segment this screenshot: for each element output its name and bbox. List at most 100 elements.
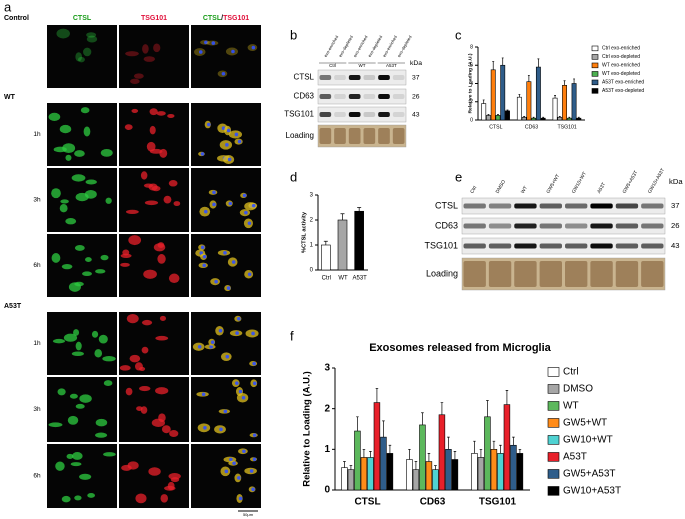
bar (419, 424, 426, 491)
cell (75, 192, 89, 202)
blot-row-label: CD63 (294, 92, 315, 101)
cell (83, 47, 92, 57)
cell (173, 201, 181, 207)
cell (79, 473, 92, 480)
blot-band (319, 94, 332, 99)
blot-band (539, 261, 562, 287)
cell (60, 199, 69, 204)
blot-strip (461, 217, 666, 235)
cell (95, 269, 106, 274)
legend-swatch (591, 88, 599, 94)
x-tick-label: A53T (352, 276, 367, 282)
blot-band (488, 243, 512, 249)
bar (451, 459, 459, 491)
blot-band (641, 261, 664, 287)
cell (71, 174, 86, 182)
blot-band (392, 128, 405, 144)
cell (130, 78, 140, 84)
blot-strip (317, 124, 407, 148)
blot-band (378, 112, 390, 117)
cell (131, 108, 139, 113)
cell (142, 44, 149, 54)
bar (360, 457, 368, 491)
bar (531, 117, 537, 121)
cell (151, 185, 161, 192)
cell (56, 28, 70, 39)
blot-band (392, 75, 405, 80)
blot-band (334, 112, 346, 117)
bar (557, 116, 563, 121)
micrograph (119, 25, 189, 88)
x-tick-label: TSG101 (558, 125, 577, 131)
cell (139, 366, 146, 371)
error-bar (518, 94, 521, 98)
cell (149, 108, 158, 116)
cell (129, 354, 141, 363)
blot-band (378, 94, 390, 99)
cell (65, 218, 77, 225)
cell (71, 351, 84, 356)
micrograph (47, 312, 117, 375)
error-bar (382, 420, 385, 438)
blot-band (539, 223, 562, 229)
nucleus (200, 245, 205, 250)
x-tick-label: CD63 (420, 497, 446, 508)
blot-band (319, 112, 332, 117)
error-bar (577, 116, 580, 119)
cell (120, 253, 132, 258)
blot-band (641, 203, 664, 209)
cell (67, 415, 79, 425)
cell (138, 386, 151, 392)
nucleus (223, 409, 228, 414)
blot-row-label: TSG101 (424, 240, 458, 250)
nucleus (235, 331, 239, 335)
blot-band (334, 94, 346, 99)
cell (86, 35, 98, 43)
nucleus (197, 344, 202, 349)
bar (495, 115, 501, 121)
cell (141, 319, 153, 326)
lane-label: A53T (596, 182, 607, 195)
error-bar (486, 400, 489, 417)
error-bar (492, 61, 495, 70)
lane-label: GW10+A53T (647, 167, 666, 194)
cell (98, 334, 108, 344)
cell (169, 430, 179, 438)
blot-band (488, 203, 512, 209)
kda-value: 37 (412, 74, 420, 81)
lane-group-label: A53T (386, 63, 397, 68)
legend-swatch (547, 367, 560, 377)
cell (74, 245, 85, 251)
bar (540, 117, 546, 121)
legend-label: Ctrl exo-depleted (602, 54, 640, 60)
micrograph (119, 377, 189, 442)
blot-band (463, 261, 486, 287)
error-bar (518, 448, 522, 454)
merged-header-part: CTSL (203, 15, 222, 22)
cell (87, 493, 96, 498)
chart-title: Exosomes released from Microglia (369, 342, 551, 354)
bar (425, 461, 433, 491)
nucleus (237, 139, 242, 144)
blot-band (514, 243, 537, 249)
nucleus (231, 260, 236, 264)
legend-swatch (591, 62, 599, 69)
bar (471, 453, 478, 491)
error-bar (343, 461, 346, 468)
blot-band (363, 128, 376, 144)
panel-label: a (4, 0, 12, 14)
x-tick-label: CTSL (354, 497, 380, 508)
blot-band (565, 243, 588, 249)
blot-strip (317, 106, 407, 123)
cell (75, 341, 82, 351)
error-bar (573, 78, 576, 84)
nucleus (228, 201, 233, 206)
cell (55, 461, 65, 471)
nucleus (203, 425, 207, 430)
micrograph (191, 25, 261, 88)
bar (484, 416, 491, 491)
bar (566, 117, 572, 121)
legend-label: GW10+WT (563, 435, 613, 446)
nucleus (252, 361, 256, 366)
